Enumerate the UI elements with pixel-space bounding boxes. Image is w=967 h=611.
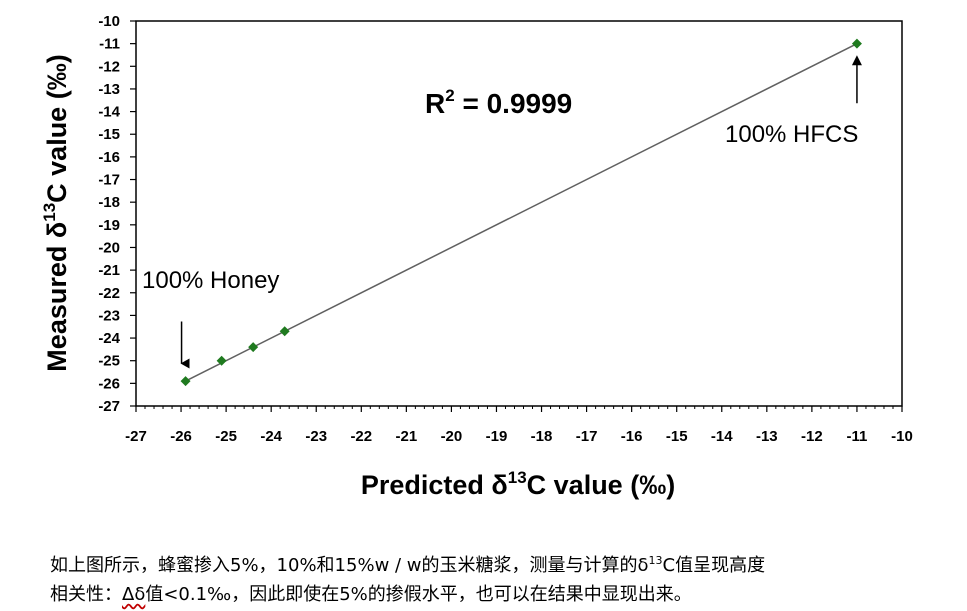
y-tick-label: -16 — [98, 149, 120, 166]
caption-line-1: 如上图所示，蜂蜜掺入5%，10%和15%w / w的玉米糖浆，测量与计算的δ13… — [50, 546, 950, 580]
data-point — [279, 326, 290, 337]
honey-annotation: 100% Honey — [142, 267, 279, 294]
caption: 如上图所示，蜂蜜掺入5%，10%和15%w / w的玉米糖浆，测量与计算的δ13… — [50, 546, 950, 609]
y-tick-label: -26 — [98, 375, 120, 392]
x-axis-title: Predicted δ13C value (‰) — [361, 468, 675, 500]
y-tick-label: -15 — [98, 126, 120, 143]
y-tick-label: -24 — [98, 330, 120, 347]
y-tick-labels: -10 -11 -12 -13 -14 -15 -16 -17 -18 -19 -20 -21 -22 -… — [98, 13, 120, 415]
caption-line-2-rest: 值<0.1‰，因此即使在5%的掺假水平，也可以在结果中显现出来。 — [145, 584, 692, 605]
y-tick-label: -18 — [98, 194, 120, 211]
x-tick-label: -25 — [215, 428, 237, 445]
y-tick-label: -17 — [98, 172, 120, 189]
y-tick-label: -22 — [98, 285, 120, 302]
data-points — [180, 38, 862, 387]
x-tick-label: -19 — [486, 428, 508, 445]
x-tick-label: -22 — [350, 428, 372, 445]
x-tick-label: -23 — [305, 428, 327, 445]
ticks — [130, 20, 903, 412]
regression-line — [185, 42, 858, 382]
x-tick-label: -17 — [576, 428, 598, 445]
y-tick-label: -12 — [98, 58, 120, 75]
x-tick-label: -16 — [621, 428, 643, 445]
caption-line-2-text: 相关性： — [50, 584, 122, 605]
y-tick-label: -10 — [98, 13, 120, 30]
y-axis-title: Measured δ13C value (‰) — [40, 54, 72, 371]
x-tick-label: -21 — [396, 428, 418, 445]
caption-line-1-sup: 13 — [648, 554, 663, 567]
x-tick-label: -14 — [711, 428, 733, 445]
x-tick-label: -15 — [666, 428, 688, 445]
scatter-chart: -27 -26 -25 -24 -23 -22 -21 -20 -19 -18 -17 -16 -15-… — [40, 13, 913, 500]
y-tick-label: -13 — [98, 81, 120, 98]
x-tick-label: -11 — [847, 428, 868, 445]
x-tick-label: -12 — [801, 428, 823, 445]
y-tick-label: -25 — [98, 353, 120, 370]
y-tick-label: -27 — [98, 398, 120, 415]
hfcs-annotation: 100% HFCS — [725, 121, 858, 148]
x-tick-labels: -27 -26 -25 -24 -23 -22 -21 -20 -19 -18 -17 -16 -15 -… — [125, 428, 913, 445]
y-tick-label: -23 — [98, 307, 120, 324]
x-tick-label: -10 — [891, 428, 913, 445]
data-point — [851, 38, 862, 49]
data-point — [216, 355, 227, 366]
y-tick-label: -19 — [98, 217, 120, 234]
caption-line-1-text: 如上图所示，蜂蜜掺入5%，10%和15%w / w的玉米糖浆，测量与计算的δ — [50, 555, 649, 576]
x-tick-label: -26 — [170, 428, 192, 445]
y-tick-label: -21 — [98, 262, 120, 279]
x-tick-label: -27 — [125, 428, 147, 445]
y-tick-label: -20 — [98, 239, 120, 256]
x-tick-label: -18 — [531, 428, 553, 445]
caption-line-2: 相关性：Δδ值<0.1‰，因此即使在5%的掺假水平，也可以在结果中显现出来。 — [50, 580, 950, 609]
x-tick-label: -20 — [441, 428, 463, 445]
data-point — [248, 342, 259, 353]
y-tick-label: -11 — [99, 36, 120, 53]
x-tick-label: -13 — [756, 428, 778, 445]
caption-line-1-rest: C值呈现高度 — [662, 555, 766, 576]
delta-symbol: Δδ — [122, 584, 146, 605]
x-tick-label: -24 — [260, 428, 282, 445]
y-tick-label: -14 — [98, 104, 120, 121]
annotations: 100% Honey 100% HFCS — [142, 55, 862, 369]
data-point — [180, 376, 191, 387]
r2-label: R2 = 0.9999 — [425, 86, 572, 119]
hfcs-arrowhead — [851, 55, 862, 66]
